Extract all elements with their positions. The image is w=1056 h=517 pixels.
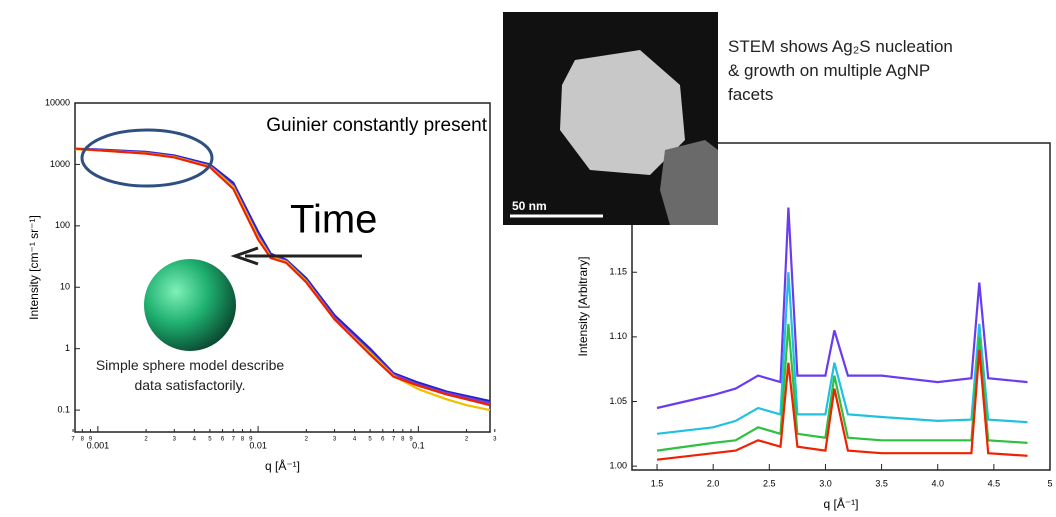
x-tick-label: 0.1 — [412, 440, 425, 450]
x-tick-label: 7 — [392, 437, 396, 443]
y-tick-label: 1 — [65, 343, 70, 353]
y-tick-label: 10000 — [45, 97, 70, 107]
guinier-ellipse — [80, 128, 214, 188]
x-axis-label: q [Å⁻¹] — [265, 458, 300, 473]
x-tick-label: 0.001 — [87, 440, 110, 450]
x-tick-label: 4.5 — [988, 478, 1001, 488]
x-tick-label: 5 — [368, 437, 372, 443]
x-tick-label: 8 — [401, 437, 405, 443]
x-tick-label: 8 — [81, 437, 85, 443]
x-tick-label: 4.0 — [931, 478, 944, 488]
series-line — [656, 207, 1028, 410]
x-tick-label: 3.0 — [819, 478, 832, 488]
y-axis-label: Intensity [cm⁻¹ sr⁻¹] — [27, 215, 41, 320]
x-tick-label: 3.5 — [875, 478, 888, 488]
sphere — [144, 259, 236, 351]
x-tick-label: 9 — [409, 437, 413, 443]
x-tick-label: 4 — [353, 437, 357, 443]
y-tick-label: 10 — [60, 282, 70, 292]
x-tick-label: 9 — [89, 437, 93, 443]
y-tick-label: 0.1 — [57, 404, 70, 414]
x-tick-label: 7 — [232, 437, 236, 443]
y-axis-label: Intensity [Arbitrary] — [576, 256, 590, 356]
series-line — [656, 272, 1028, 435]
y-tick-label: 100 — [55, 220, 70, 230]
time-arrow — [230, 246, 362, 266]
x-axis-label: q [Å⁻¹] — [823, 496, 858, 511]
plot-frame — [74, 102, 491, 433]
x-tick-label: 7 — [71, 437, 75, 443]
annotation: Time — [290, 198, 377, 242]
x-tick-label: 5 — [208, 437, 212, 443]
x-tick-label: 1.5 — [651, 478, 664, 488]
x-tick-label: 2.0 — [707, 478, 720, 488]
x-tick-label: 6 — [381, 437, 385, 443]
series-line — [74, 147, 491, 407]
scale-bar-label: 50 nm — [512, 199, 547, 213]
caption-box: STEM shows Ag₂S nucleation & growth on m… — [728, 37, 953, 104]
x-tick-label: 9 — [249, 437, 253, 443]
x-tick-label: 0.01 — [249, 440, 267, 450]
annotation: Simple sphere model describe data satisf… — [95, 357, 285, 393]
y-tick-label: 1.05 — [609, 396, 627, 406]
x-tick-label: 6 — [221, 437, 225, 443]
x-tick-label: 5 — [1047, 478, 1052, 488]
annotation-box: Simple sphere model describe data satisf… — [95, 357, 285, 393]
x-tick-label: 3 — [173, 437, 177, 443]
y-tick-label: 1.10 — [609, 331, 627, 341]
y-tick-label: 1000 — [50, 159, 70, 169]
caption: STEM shows Ag₂S nucleation & growth on m… — [728, 37, 953, 104]
x-tick-label: 2 — [305, 437, 309, 443]
x-tick-label: 8 — [241, 437, 245, 443]
x-tick-label: 2 — [465, 437, 469, 443]
x-tick-label: 3 — [333, 437, 337, 443]
y-tick-label: 1.15 — [609, 267, 627, 277]
stem-image: 50 nm — [503, 12, 718, 225]
x-tick-label: 2.5 — [763, 478, 776, 488]
annotation: Guinier constantly present — [266, 115, 487, 136]
x-tick-label: 4 — [193, 437, 197, 443]
x-tick-label: 3 — [493, 437, 497, 443]
x-tick-label: 2 — [144, 437, 148, 443]
series-line — [656, 349, 1028, 461]
y-tick-label: 1.00 — [609, 460, 627, 470]
